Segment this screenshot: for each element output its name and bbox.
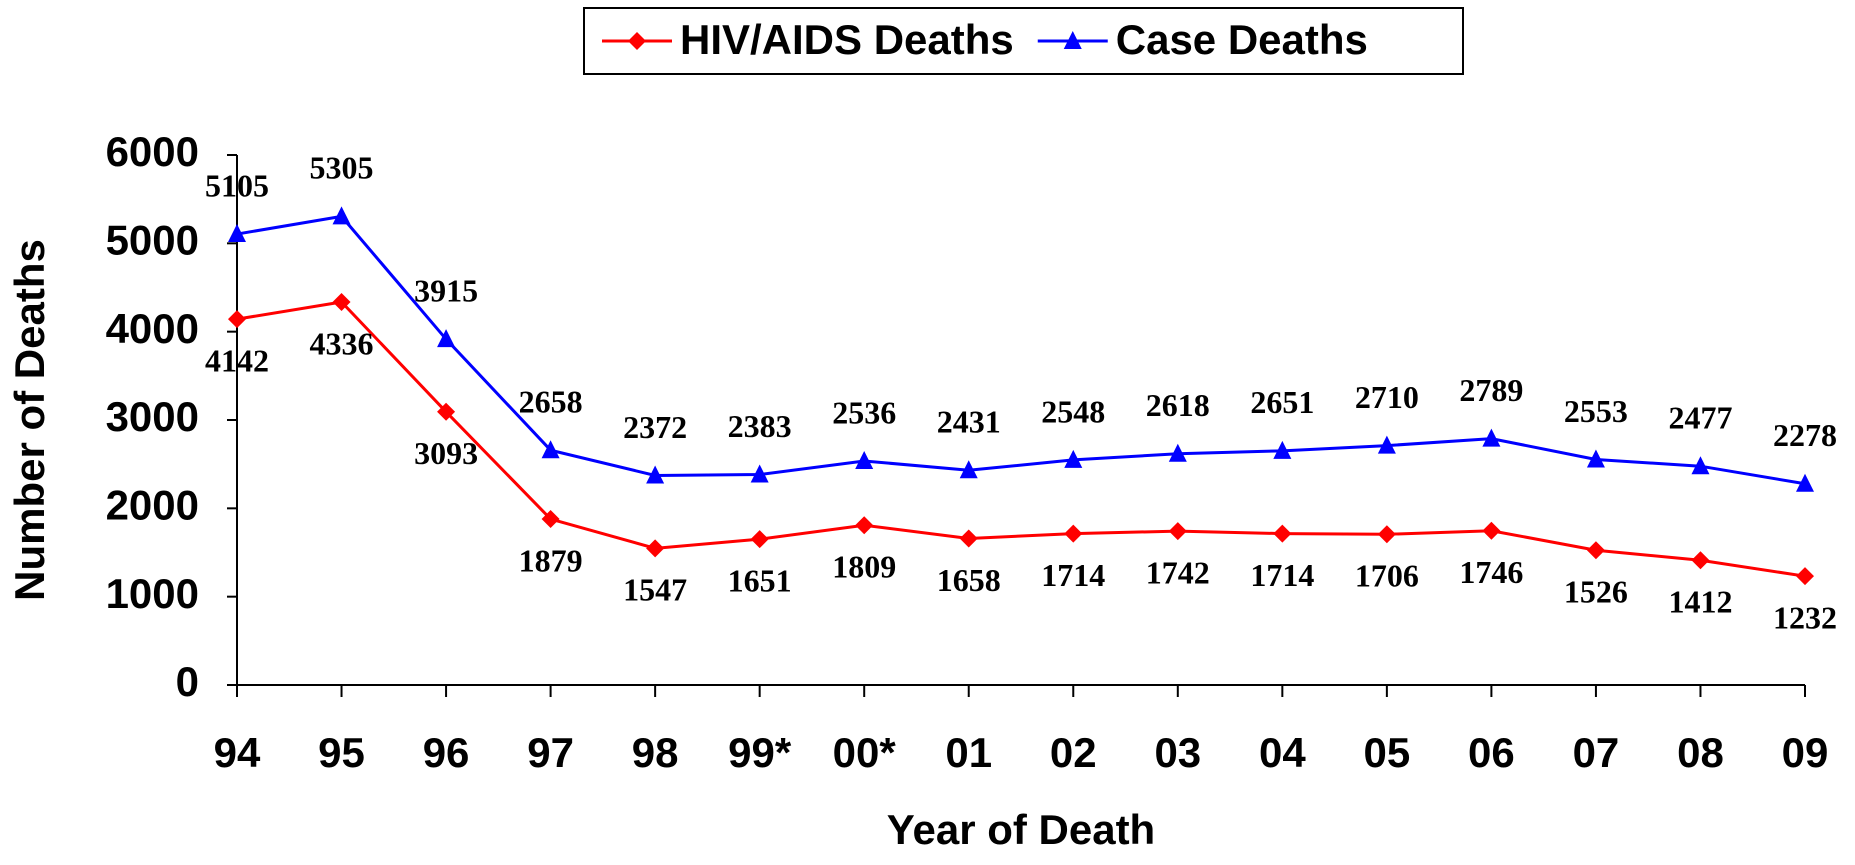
data-label: 4336 — [310, 325, 374, 361]
data-point — [332, 292, 351, 311]
data-label: 5105 — [205, 167, 269, 203]
data-point — [1273, 440, 1292, 459]
data-point — [332, 206, 351, 225]
x-tick-label: 97 — [527, 729, 574, 776]
data-point — [1586, 449, 1605, 468]
x-tick-label: 98 — [632, 729, 679, 776]
data-label: 1809 — [832, 549, 896, 585]
data-label: 1232 — [1773, 600, 1837, 636]
x-tick-label: 99* — [728, 729, 792, 776]
y-tick-label: 5000 — [106, 216, 199, 263]
data-point — [1273, 524, 1292, 543]
data-point — [1064, 449, 1083, 468]
series-line — [236, 214, 1806, 486]
data-point — [855, 450, 874, 469]
data-label: 1651 — [728, 563, 792, 599]
legend-marker — [1063, 31, 1082, 49]
y-tick-label: 3000 — [106, 393, 199, 440]
series-line — [236, 300, 1806, 578]
data-label: 1746 — [1459, 554, 1523, 590]
x-tick-label: 09 — [1782, 729, 1829, 776]
y-tick-label: 6000 — [106, 128, 199, 175]
x-tick-label: 03 — [1154, 729, 1201, 776]
data-label: 2553 — [1564, 393, 1628, 429]
data-label: 3915 — [414, 273, 478, 309]
data-label: 1547 — [623, 572, 687, 608]
data-point — [750, 464, 769, 483]
data-point — [1377, 435, 1396, 454]
data-point — [646, 539, 665, 558]
data-point — [228, 224, 246, 243]
x-tick-label: 06 — [1468, 729, 1515, 776]
data-label: 5305 — [310, 150, 374, 186]
x-tick-label: 07 — [1573, 729, 1620, 776]
data-point — [1691, 456, 1710, 475]
data-label: 2278 — [1773, 417, 1837, 453]
data-point — [959, 529, 978, 548]
y-axis-title: Number of Deaths — [6, 239, 53, 601]
x-tick-label: 96 — [423, 729, 470, 776]
data-label: 1879 — [519, 542, 583, 578]
data-label: 2651 — [1250, 384, 1314, 420]
legend-label: Case Deaths — [1116, 16, 1368, 63]
data-label: 1658 — [937, 562, 1001, 598]
x-tick-label: 01 — [945, 729, 992, 776]
data-point — [1064, 524, 1083, 543]
x-tick-label: 05 — [1364, 729, 1411, 776]
data-point — [1796, 473, 1814, 492]
x-tick-label: 94 — [214, 729, 261, 776]
data-label: 2618 — [1146, 387, 1210, 423]
x-tick-label: 04 — [1259, 729, 1306, 776]
x-tick-label: 00* — [833, 729, 897, 776]
y-tick-label: 0 — [176, 658, 199, 705]
data-label: 1714 — [1250, 557, 1314, 593]
y-tick-label: 1000 — [106, 570, 199, 617]
data-point — [541, 510, 560, 529]
data-point — [646, 465, 665, 484]
data-label: 1706 — [1355, 558, 1419, 594]
data-label: 2548 — [1041, 393, 1105, 429]
data-point — [959, 460, 978, 479]
data-point — [1168, 443, 1187, 462]
data-label: 2658 — [519, 384, 583, 420]
data-label: 1742 — [1146, 554, 1210, 590]
data-point — [750, 530, 769, 549]
legend-box — [583, 7, 1464, 75]
data-point — [855, 516, 874, 535]
data-label: 2383 — [728, 408, 792, 444]
data-point — [541, 440, 560, 459]
data-point — [1586, 541, 1605, 560]
data-label: 2372 — [623, 409, 687, 445]
legend-label: HIV/AIDS Deaths — [680, 16, 1014, 63]
data-point — [1691, 551, 1710, 570]
x-axis-title: Year of Death — [887, 806, 1155, 853]
x-tick-label: 95 — [318, 729, 365, 776]
data-label: 2536 — [832, 394, 896, 430]
legend-marker — [628, 32, 646, 50]
data-label: 1526 — [1564, 574, 1628, 610]
data-point — [437, 402, 456, 421]
data-label: 2789 — [1459, 372, 1523, 408]
data-point — [437, 329, 456, 348]
data-label: 2710 — [1355, 379, 1419, 415]
data-label: 1714 — [1041, 557, 1105, 593]
data-label: 2431 — [937, 404, 1001, 440]
y-tick-label: 2000 — [106, 481, 199, 528]
data-point — [1168, 522, 1187, 541]
x-tick-label: 02 — [1050, 729, 1097, 776]
data-point — [228, 310, 246, 329]
data-point — [1796, 567, 1814, 586]
x-tick-label: 08 — [1677, 729, 1724, 776]
data-label: 4142 — [205, 342, 269, 378]
data-point — [1482, 521, 1501, 540]
data-point — [1482, 428, 1501, 447]
y-tick-label: 4000 — [106, 305, 199, 352]
data-label: 2477 — [1668, 400, 1732, 436]
data-label: 3093 — [414, 435, 478, 471]
data-label: 1412 — [1668, 584, 1732, 620]
data-point — [1377, 525, 1396, 544]
